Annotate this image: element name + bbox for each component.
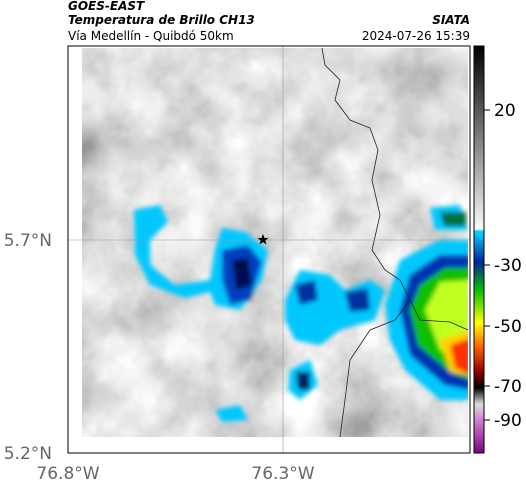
colorbar-tick-label: -50 bbox=[494, 317, 522, 337]
lon-tick: 76.8°W bbox=[36, 464, 99, 484]
colorbar-tick-label: 20 bbox=[494, 101, 516, 121]
location-marker bbox=[257, 234, 269, 245]
satellite: GOES-EAST bbox=[68, 0, 145, 13]
region: Vía Medellín - Quibdó 50km bbox=[68, 29, 234, 43]
lat-tick: 5.7°N bbox=[4, 231, 52, 251]
colorbar-tick-label: -30 bbox=[494, 256, 522, 276]
source: SIATA bbox=[432, 13, 470, 27]
colorbar-ticks: 20 -30 -50 -70 -90 bbox=[484, 101, 522, 431]
map-frame bbox=[67, 45, 471, 454]
colorbar-tick-label: -70 bbox=[494, 377, 522, 397]
colorbar-tick-label: -90 bbox=[494, 411, 522, 431]
satellite-image bbox=[82, 48, 468, 437]
timestamp: 2024-07-26 15:39 bbox=[362, 29, 470, 43]
product: Temperatura de Brillo CH13 bbox=[68, 13, 255, 27]
lon-tick: 76.3°W bbox=[251, 464, 314, 484]
colorbar bbox=[473, 45, 485, 454]
lat-tick: 5.2°N bbox=[4, 444, 52, 464]
